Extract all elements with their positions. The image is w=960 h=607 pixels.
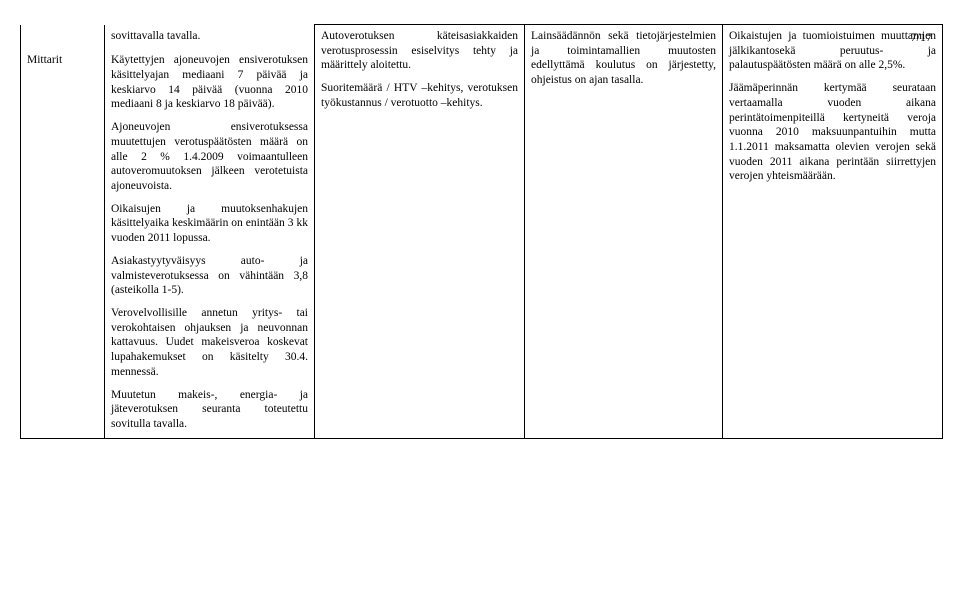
col4-cell: Oikaistujen ja tuomioistuimen muuttamien… xyxy=(723,25,943,439)
row-label-cell: Mittarit xyxy=(21,49,105,438)
col3-cell: Lainsäädännön sekä tietojärjestelmien ja… xyxy=(525,25,723,439)
col3-p1: Lainsäädännön sekä tietojärjestelmien ja… xyxy=(531,29,716,88)
top-row: sovittavalla tavalla. Autoverotuksen kät… xyxy=(21,25,943,50)
row-label: Mittarit xyxy=(27,54,62,66)
col1-p6: Muutetun makeis-, energia- ja jäteverotu… xyxy=(111,388,308,432)
col1-p2: Ajoneuvojen ensiverotuksessa muutettujen… xyxy=(111,120,308,194)
col1-p3: Oikaisujen ja muutoksenhakujen käsittely… xyxy=(111,202,308,246)
col1-top: sovittavalla tavalla. xyxy=(105,25,315,50)
col1-p4: Asiakastyytyväisyys auto- ja valmistever… xyxy=(111,254,308,298)
col1-p1: Käytettyjen ajoneuvojen ensiverotuksen k… xyxy=(111,53,308,112)
content-table: sovittavalla tavalla. Autoverotuksen kät… xyxy=(20,24,943,439)
col1-p0: sovittavalla tavalla. xyxy=(111,29,308,44)
col1-cell: Käytettyjen ajoneuvojen ensiverotuksen k… xyxy=(105,49,315,438)
col2-cell: Autoverotuksen käteisasiakkaiden verotus… xyxy=(315,25,525,439)
label-cell-top xyxy=(21,25,105,50)
col2-p1: Autoverotuksen käteisasiakkaiden verotus… xyxy=(321,29,518,73)
col2-p2: Suoritemäärä / HTV –kehitys, verotuksen … xyxy=(321,81,518,110)
page-number: 7/17 xyxy=(911,30,932,45)
col4-p2: Jäämäperinnän kertymää seurataan vertaam… xyxy=(729,81,936,184)
col4-p1: Oikaistujen ja tuomioistuimen muuttamien… xyxy=(729,29,936,73)
col1-p5: Verovelvollisille annetun yritys- tai ve… xyxy=(111,306,308,380)
